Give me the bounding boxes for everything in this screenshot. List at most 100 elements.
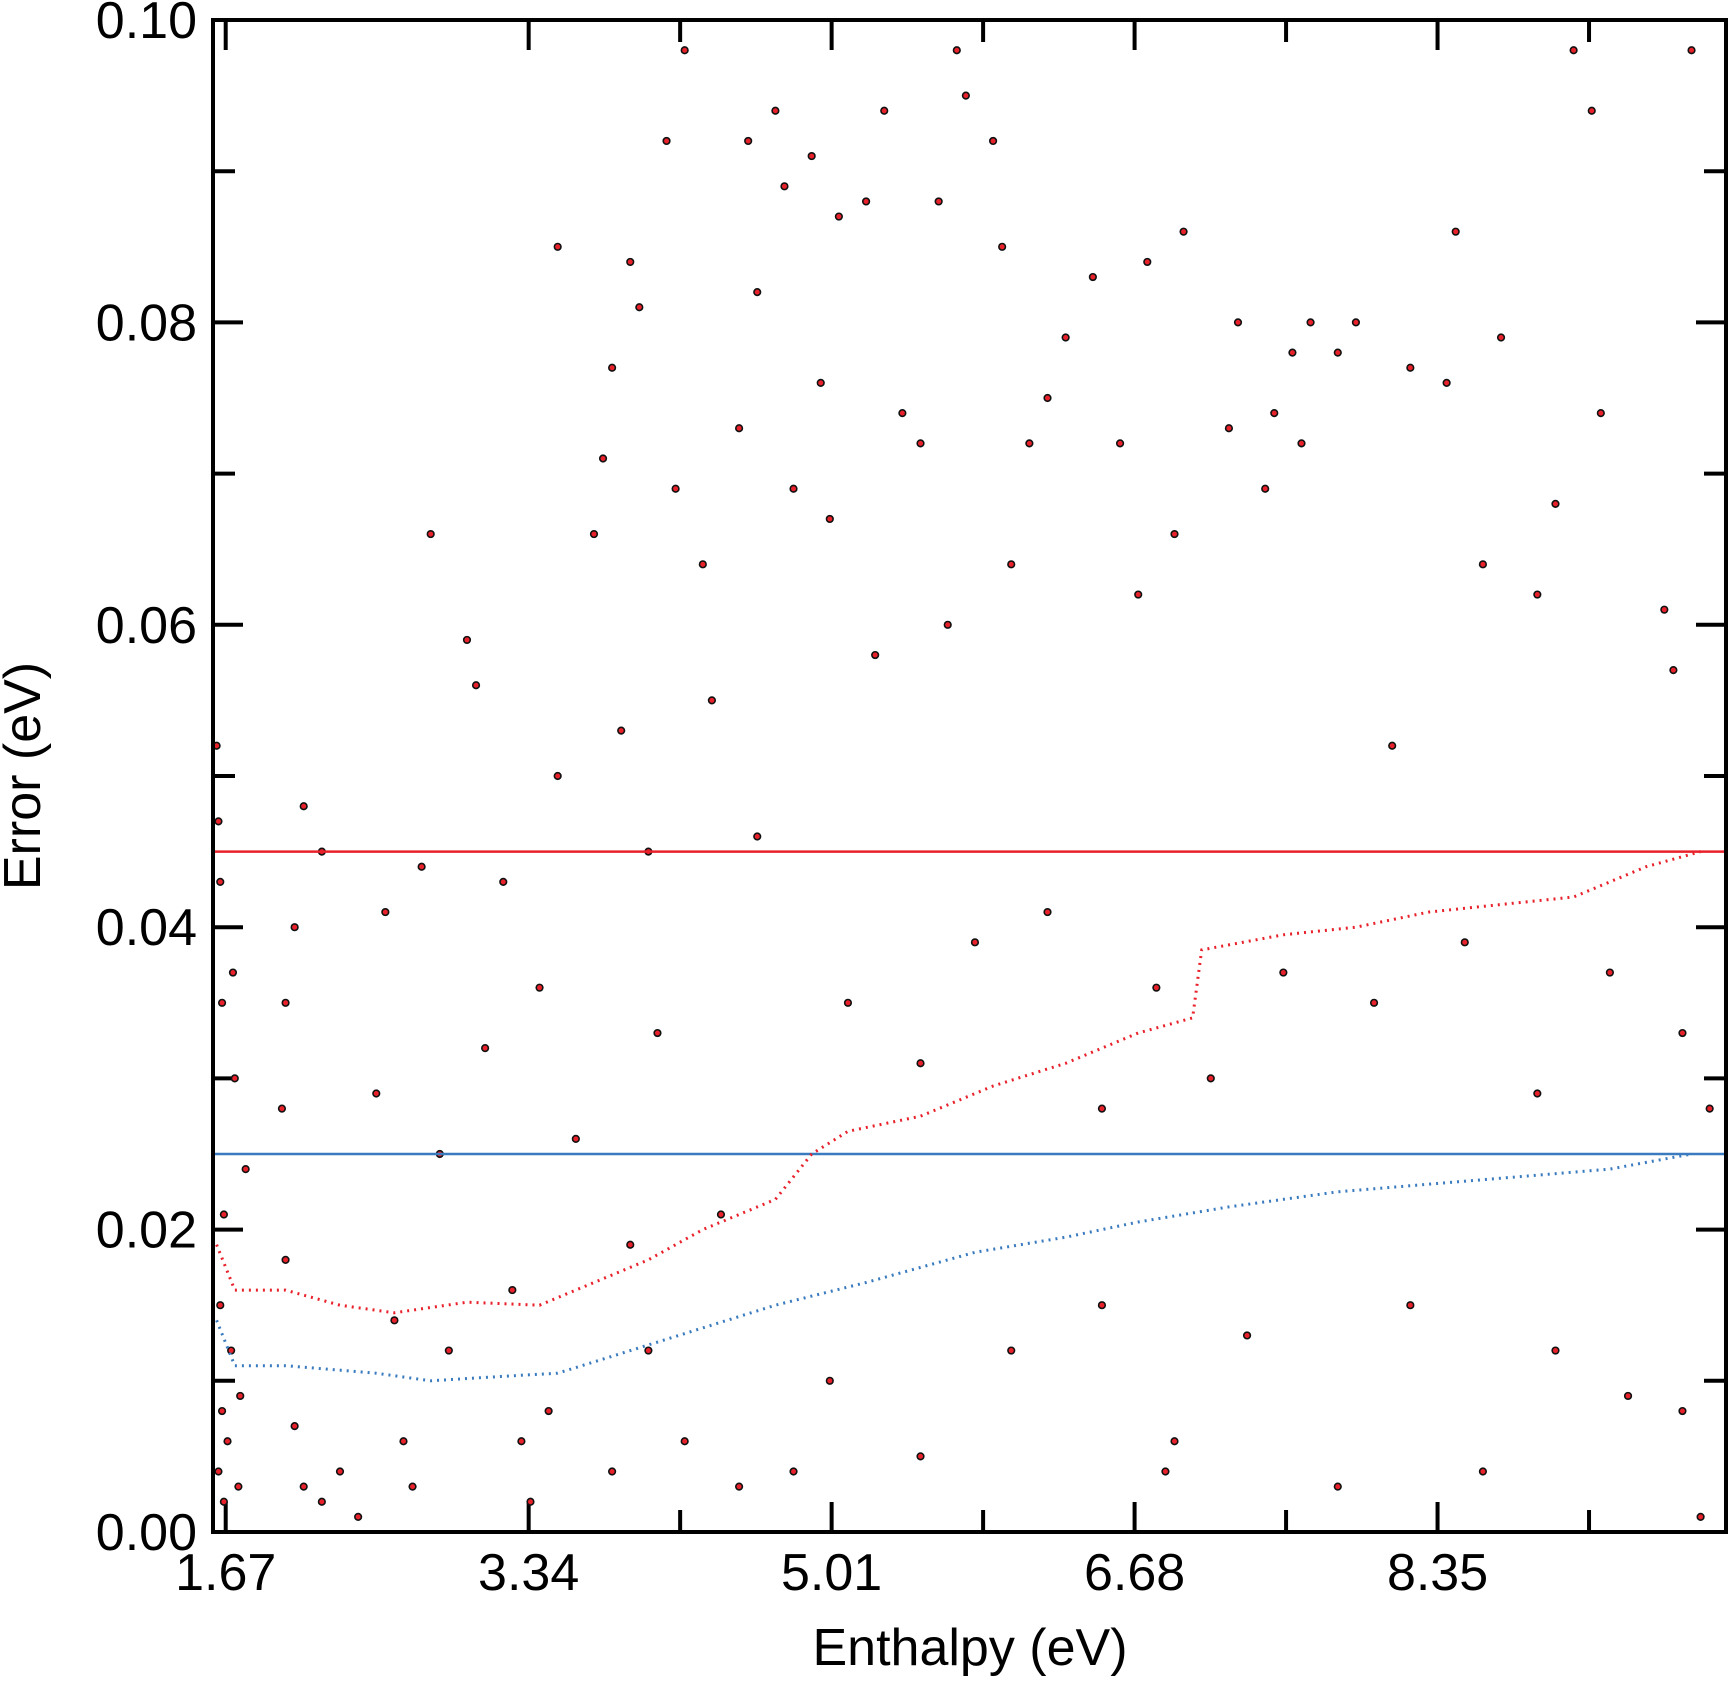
scatter-point	[1297, 439, 1306, 448]
scatter-point	[1460, 938, 1469, 947]
scatter-point	[608, 363, 617, 372]
scatter-point	[230, 1074, 239, 1083]
scatter-point	[372, 1089, 381, 1098]
scatter-point	[608, 1467, 617, 1476]
scatter-point	[871, 650, 880, 660]
y-tick-label: 0.02	[96, 1202, 197, 1260]
scatter-point	[589, 529, 599, 539]
scatter-point	[1696, 1512, 1705, 1521]
scatter-point	[1333, 348, 1342, 357]
scatter-point	[1134, 590, 1143, 599]
scatter-point	[553, 242, 562, 251]
scatter-point	[335, 1467, 345, 1476]
scatter-point	[626, 257, 635, 267]
scatter-point	[1333, 1482, 1342, 1491]
scatter-point	[517, 1437, 526, 1446]
scatter-point	[1170, 529, 1179, 539]
scatter-point	[1097, 1301, 1107, 1310]
scatter-point	[444, 1346, 453, 1355]
scatter-point	[1043, 907, 1052, 917]
scatter-point	[290, 1422, 299, 1431]
scatter-point	[481, 1044, 490, 1053]
scatter-point	[216, 877, 225, 886]
scatter-point	[970, 938, 980, 947]
scatter-point	[698, 560, 707, 569]
scatter-point	[753, 288, 762, 297]
scatter-point	[1596, 409, 1605, 418]
scatter-point	[680, 1437, 689, 1446]
x-tick-label: 8.35	[1387, 1544, 1488, 1602]
scatter-point	[553, 771, 562, 781]
scatter-point	[214, 817, 223, 826]
scatter-point	[617, 726, 626, 735]
scatter-point	[290, 923, 299, 932]
scatter-point	[961, 91, 970, 100]
scatter-point	[1369, 998, 1379, 1007]
scatter-point	[1660, 605, 1669, 614]
scatter-point	[219, 1210, 228, 1219]
scatter-point	[281, 1255, 290, 1264]
scatter-point	[861, 197, 871, 206]
scatter-point	[214, 1467, 223, 1476]
scatter-point	[1261, 484, 1270, 493]
scatter-point	[1678, 1406, 1687, 1416]
scatter-point	[390, 1316, 399, 1325]
scatter-point	[598, 454, 608, 463]
scatter-point	[988, 136, 998, 146]
scatter-point	[1179, 227, 1188, 236]
scatter-point	[1061, 333, 1070, 342]
scatter-point	[934, 197, 943, 206]
scatter-point	[1007, 1346, 1016, 1355]
scatter-point	[1007, 560, 1016, 569]
scatter-point	[1569, 46, 1578, 55]
scatter-point	[825, 514, 834, 524]
scatter-point	[1669, 666, 1678, 675]
scatter-point	[408, 1482, 417, 1491]
scatter-point	[1115, 439, 1125, 448]
scatter-point	[354, 1512, 363, 1521]
scatter-point	[753, 832, 762, 841]
x-tick-label: 1.67	[175, 1544, 276, 1602]
scatter-point	[499, 877, 508, 886]
scatter-point	[1388, 741, 1397, 750]
y-tick-label: 0.04	[96, 899, 197, 957]
scatter-point	[234, 1482, 243, 1491]
scatter-point	[789, 484, 798, 493]
scatter-point	[1351, 318, 1361, 327]
x-axis-label: Enthalpy (eV)	[812, 1619, 1127, 1677]
scatter-point	[898, 409, 907, 418]
x-tick-label: 5.01	[781, 1544, 882, 1602]
scatter-point	[241, 1165, 250, 1174]
scatter-point	[236, 1391, 245, 1401]
scatter-point	[916, 1452, 925, 1461]
scatter-point	[1206, 1074, 1215, 1083]
scatter-point	[426, 529, 435, 539]
scatter-point	[1551, 499, 1560, 508]
scatter-point	[943, 620, 952, 629]
scatter-point	[228, 968, 238, 977]
scatter-point	[1143, 257, 1152, 267]
scatter-point	[1406, 363, 1415, 372]
plot-frame	[211, 18, 1728, 1534]
scatter-point	[217, 1406, 227, 1416]
scatter-point	[1533, 590, 1542, 599]
scatter-point	[1224, 424, 1234, 433]
scatter-point	[880, 106, 889, 115]
scatter-point	[1242, 1331, 1252, 1340]
scatter-point	[281, 998, 290, 1007]
scatter-point	[1533, 1089, 1542, 1098]
scatter-point	[653, 1028, 662, 1038]
scatter-point	[277, 1104, 287, 1113]
scatter-point	[399, 1437, 408, 1446]
scatter-point	[1605, 968, 1614, 977]
scatter-point	[317, 1497, 326, 1506]
scatter-point	[1551, 1346, 1560, 1355]
scatter-point	[1288, 348, 1297, 357]
scatter-point	[1496, 333, 1506, 342]
scatter-point	[771, 106, 780, 115]
scatter-point	[807, 151, 816, 161]
scatter-point	[626, 1240, 635, 1249]
scatter-point	[1623, 1391, 1633, 1401]
scatter-point	[1705, 1104, 1714, 1113]
